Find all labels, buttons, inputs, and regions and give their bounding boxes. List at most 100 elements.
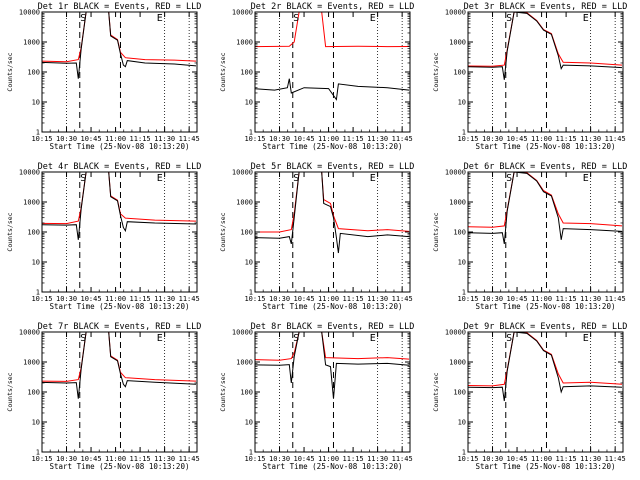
lld-series-line [255,172,410,233]
y-tick-label: 10000 [19,169,40,177]
y-tick-label: 100 [453,389,466,397]
y-tick-label: 100 [27,229,40,237]
y-tick-label: 1 [36,129,40,137]
lld-series-line [468,12,623,67]
x-axis-label: Start Time (25-Nov-08 10:13:20) [263,462,403,471]
events-series-line [255,332,410,399]
x-tick-label: 11:30 [154,455,175,463]
y-axis-label: Counts/sec [6,52,14,91]
y-tick-label: 1000 [23,359,40,367]
events-series-line [255,78,410,101]
start-marker-label: S [506,333,512,344]
events-series-line [255,172,410,254]
x-axis-label: Start Time (25-Nov-08 10:13:20) [263,142,403,151]
y-tick-label: 1 [462,449,466,457]
y-tick-label: 10000 [19,9,40,17]
x-tick-label: 11:00 [105,455,126,463]
x-tick-label: 11:15 [556,295,577,303]
end-marker-label: E [583,333,589,344]
x-tick-label: 10:15 [31,455,52,463]
x-tick-label: 11:00 [318,455,339,463]
x-axis-label: Start Time (25-Nov-08 10:13:20) [263,302,403,311]
start-marker-label: S [506,173,512,184]
x-tick-label: 10:15 [457,295,478,303]
x-tick-label: 11:30 [580,455,601,463]
x-tick-label: 11:15 [343,455,364,463]
y-tick-label: 10000 [445,9,466,17]
start-marker-label: S [80,333,86,344]
events-series-line [468,332,623,402]
y-tick-label: 10 [245,99,253,107]
x-tick-label: 10:45 [294,455,315,463]
end-marker-label: E [157,13,163,24]
x-tick-label: 10:15 [244,455,265,463]
start-marker-label: S [80,173,86,184]
plot-frame [467,171,624,293]
x-tick-label: 10:45 [81,455,102,463]
x-axis-label: Start Time (25-Nov-08 10:13:20) [50,142,190,151]
x-tick-label: 11:15 [130,455,151,463]
x-tick-label: 11:45 [605,455,626,463]
y-tick-label: 10 [458,99,466,107]
events-series-line [468,172,623,244]
y-tick-label: 1 [462,289,466,297]
x-tick-label: 10:15 [244,135,265,143]
x-tick-label: 10:45 [507,295,528,303]
lld-series-line [42,332,197,382]
x-tick-label: 10:30 [56,295,77,303]
x-tick-label: 11:15 [130,295,151,303]
y-tick-label: 1 [249,449,253,457]
x-tick-label: 11:30 [580,295,601,303]
lld-series-line [468,332,623,387]
y-tick-label: 100 [453,229,466,237]
x-tick-label: 10:45 [81,135,102,143]
x-tick-label: 10:15 [244,295,265,303]
x-tick-label: 11:45 [605,135,626,143]
y-tick-label: 10 [245,419,253,427]
chart-title: Det 6r BLACK = Events, RED = LLD [464,162,628,172]
x-tick-label: 11:00 [318,295,339,303]
end-marker-label: E [583,13,589,24]
chart-title: Det 4r BLACK = Events, RED = LLD [38,162,202,172]
x-tick-label: 10:30 [56,455,77,463]
y-tick-label: 100 [27,389,40,397]
x-tick-label: 11:15 [130,135,151,143]
events-series-line [42,172,197,240]
y-tick-label: 1000 [236,359,253,367]
y-axis-label: Counts/sec [432,372,440,411]
y-tick-label: 10000 [232,329,253,337]
chart-title: Det 3r BLACK = Events, RED = LLD [464,2,628,12]
x-tick-label: 10:45 [294,295,315,303]
start-marker-label: S [293,173,299,184]
plot-frame [254,11,411,133]
y-tick-label: 10 [32,419,40,427]
y-tick-label: 100 [240,69,253,77]
x-tick-label: 11:15 [343,295,364,303]
lld-series-line [255,12,410,48]
lld-series-line [42,172,197,225]
x-tick-label: 11:45 [392,135,413,143]
x-tick-label: 11:30 [154,135,175,143]
y-tick-label: 1000 [23,199,40,207]
y-tick-label: 1 [36,289,40,297]
x-tick-label: 10:30 [56,135,77,143]
y-tick-label: 1 [249,289,253,297]
x-tick-label: 11:00 [531,455,552,463]
events-series-line [42,332,197,399]
y-tick-label: 10 [458,259,466,267]
y-tick-label: 10000 [19,329,40,337]
y-tick-label: 100 [453,69,466,77]
y-tick-label: 10000 [232,9,253,17]
y-tick-label: 1000 [449,199,466,207]
plot-frame [41,11,198,133]
y-tick-label: 1000 [449,359,466,367]
x-tick-label: 10:30 [482,135,503,143]
y-axis-label: Counts/sec [219,212,227,251]
